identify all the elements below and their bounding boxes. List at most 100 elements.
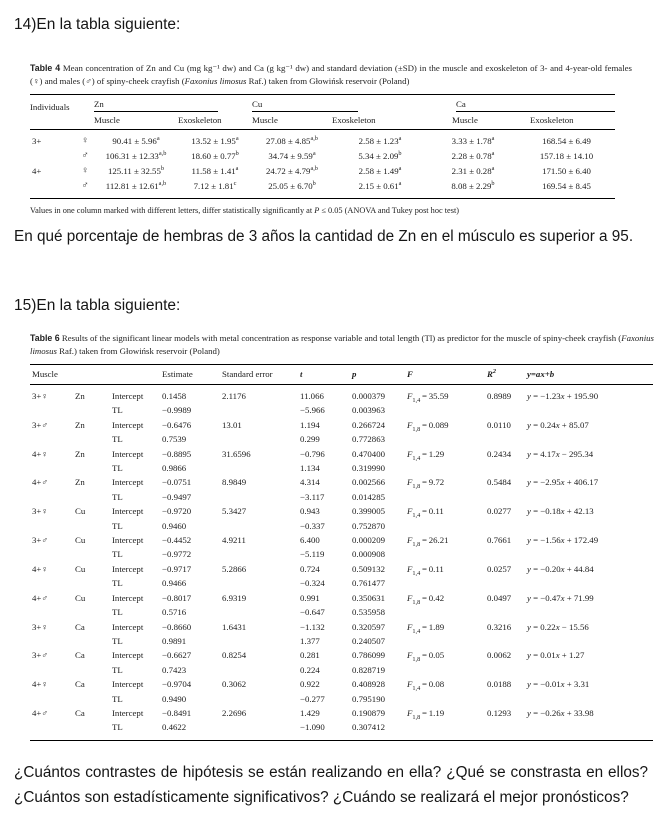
f-cell bbox=[405, 692, 485, 706]
t-cell: −0.324 bbox=[300, 578, 325, 589]
table-row: TL 0.7539 0.299 0.772863 bbox=[30, 432, 653, 446]
table4-group-zn: Zn bbox=[94, 94, 252, 112]
value-cell: 106.31 ± 12.33a,b bbox=[105, 150, 167, 161]
value-cell: 8.08 ± 2.29b bbox=[428, 179, 518, 199]
value-cell: 7.12 ± 1.81c bbox=[178, 179, 252, 199]
table-row: TL 0.5716 −0.647 0.535958 bbox=[30, 605, 653, 619]
f-cell: F1,4 = 0.08 bbox=[407, 679, 445, 692]
value-cell: 2.58 ± 1.23a bbox=[358, 135, 402, 146]
t-cell: 0.224 bbox=[300, 664, 320, 675]
f-cell: F1,8 = 9.72 bbox=[407, 477, 445, 490]
t-cell: −1.090 bbox=[298, 720, 351, 741]
term-cell: Intercept bbox=[112, 448, 144, 459]
r2-cell bbox=[485, 432, 525, 446]
group-cell bbox=[30, 663, 73, 677]
group-cell: 4+♂ bbox=[32, 592, 48, 603]
t-cell: −3.117 bbox=[300, 491, 325, 502]
sex-symbol-cell: ♀ bbox=[81, 166, 89, 176]
term-cell: Intercept bbox=[112, 391, 144, 401]
se-cell bbox=[220, 461, 298, 475]
metal-cell: Zn bbox=[75, 477, 85, 488]
term-cell: Intercept bbox=[112, 707, 144, 718]
f-cell bbox=[405, 547, 485, 561]
metal-cell bbox=[73, 403, 110, 417]
table4-ca-exoskeleton-header: Exoskeleton bbox=[518, 112, 615, 130]
table4-caption-text: Mean concentration of Zn and Cu (mg kg⁻¹… bbox=[30, 63, 632, 86]
estimate-cell: −0.4452 bbox=[162, 535, 192, 546]
table-row: 3+♂ Cu Intercept −0.4452 4.9211 6.400 0.000209… bbox=[30, 533, 653, 547]
estimate-cell: 0.1458 bbox=[162, 391, 187, 401]
p-cell: 0.795190 bbox=[352, 693, 386, 704]
metal-cell bbox=[73, 720, 110, 741]
term-cell: TL bbox=[112, 520, 123, 531]
p-cell: 0.000209 bbox=[352, 535, 386, 546]
equation-cell: y = 0.22x − 15.56 bbox=[527, 621, 589, 632]
table4-footnote: Values in one column marked with differe… bbox=[30, 206, 460, 215]
se-cell: 0.3062 bbox=[222, 679, 247, 690]
estimate-cell: 0.9460 bbox=[162, 520, 187, 531]
table6-species-name: Faxonius limosus bbox=[30, 333, 654, 356]
table-row: TL 0.4622 −1.090 0.307412 bbox=[30, 720, 654, 741]
estimate-cell: −0.8017 bbox=[162, 592, 192, 603]
equation-cell: y = −2.95x + 406.17 bbox=[527, 477, 599, 488]
table6-r2-header: R2 bbox=[485, 364, 526, 385]
value-cell: 112.81 ± 12.61a,b bbox=[94, 179, 178, 199]
table-row: TL 0.9466 −0.324 0.761477 bbox=[30, 576, 653, 590]
age-cell: 3+ bbox=[32, 136, 42, 146]
equation-cell: y = −0.47x + 71.99 bbox=[527, 592, 594, 603]
estimate-cell: −0.9989 bbox=[162, 405, 192, 416]
equation-cell: y = −1.56x + 172.49 bbox=[527, 535, 599, 546]
group-cell: 3+♂ bbox=[32, 419, 48, 430]
table-row: 4+♂ Zn Intercept −0.0751 8.9849 4.314 0.002566… bbox=[30, 475, 653, 489]
metal-cell bbox=[73, 692, 110, 706]
equation-cell bbox=[525, 634, 653, 648]
group-cell: 3+♀ bbox=[32, 391, 48, 401]
se-cell: 0.8254 bbox=[222, 650, 247, 661]
metal-cell bbox=[73, 547, 110, 561]
f-cell bbox=[405, 519, 485, 533]
r2-cell bbox=[485, 720, 526, 741]
table-row: 4+ ♀ 125.11 ± 32.55b 11.58 ± 1.41a 24.72 ± 4… bbox=[30, 164, 615, 179]
table4-corner-header: Individuals bbox=[30, 94, 94, 112]
term-cell: Intercept bbox=[112, 679, 144, 690]
se-cell bbox=[220, 720, 299, 741]
se-cell: 5.2866 bbox=[222, 563, 247, 574]
term-cell: Intercept bbox=[112, 563, 144, 574]
t-cell: 1.429 bbox=[300, 707, 320, 718]
table-row: 4+♀ Cu Intercept −0.9717 5.2866 0.724 0.509132… bbox=[30, 562, 653, 576]
question-15-text: ¿Cuántos contrastes de hipótesis se está… bbox=[14, 761, 648, 810]
f-cell: F1,4 = 0.11 bbox=[407, 506, 444, 519]
table6: Muscle Estimate Standard error t p F R2 … bbox=[30, 364, 654, 741]
table-row: TL 0.9490 −0.277 0.795190 bbox=[30, 692, 653, 706]
estimate-cell: −0.0751 bbox=[162, 477, 192, 488]
f-cell: F1,8 = 0.42 bbox=[407, 592, 445, 606]
metal-cell bbox=[73, 432, 110, 446]
se-cell: 5.3427 bbox=[222, 506, 247, 517]
term-cell: TL bbox=[112, 693, 123, 704]
group-cell: 3+♂ bbox=[32, 650, 48, 661]
estimate-cell: 0.9891 bbox=[162, 635, 187, 646]
table-row: 4+♂ Ca Intercept −0.8491 2.2696 1.429 0.190879… bbox=[30, 706, 653, 720]
t-cell: −1.132 bbox=[300, 621, 325, 632]
value-cell: 168.54 ± 6.49 bbox=[542, 136, 591, 146]
se-cell: 4.9211 bbox=[222, 535, 246, 546]
r2-cell: 0.5484 bbox=[487, 477, 512, 488]
term-cell: Intercept bbox=[112, 650, 144, 661]
se-cell bbox=[220, 576, 298, 590]
equation-cell: y = −0.18x + 42.13 bbox=[527, 506, 594, 517]
t-cell: −5.119 bbox=[300, 549, 325, 560]
metal-cell bbox=[73, 461, 110, 475]
se-cell bbox=[220, 605, 298, 619]
p-cell: 0.002566 bbox=[352, 477, 386, 488]
value-cell: 169.54 ± 8.45 bbox=[518, 179, 615, 199]
estimate-cell: −0.8491 bbox=[162, 707, 192, 718]
f-cell bbox=[405, 490, 485, 504]
p-cell: 0.014285 bbox=[352, 491, 386, 502]
equation-cell bbox=[525, 576, 653, 590]
p-cell: 0.319990 bbox=[352, 463, 386, 474]
term-cell: TL bbox=[112, 405, 123, 416]
estimate-cell: −0.9772 bbox=[162, 549, 192, 560]
term-cell: TL bbox=[112, 549, 123, 560]
value-cell: 2.31 ± 0.28a bbox=[451, 165, 495, 176]
